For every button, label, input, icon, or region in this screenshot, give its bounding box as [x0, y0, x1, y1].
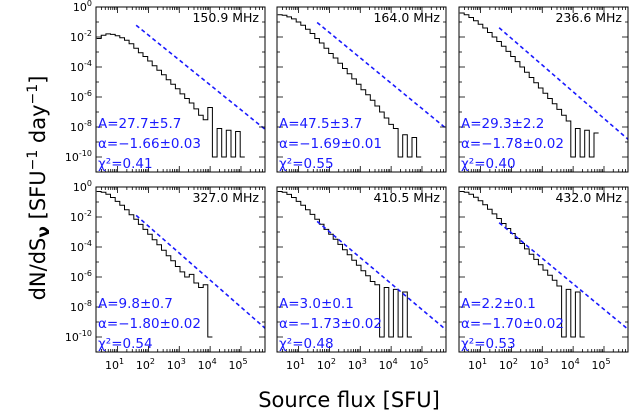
panel-frame-5	[458, 186, 629, 353]
fit-alpha: α=−1.66±0.03	[98, 136, 201, 152]
y-tick-label: 10-6	[70, 89, 92, 104]
histogram-3	[96, 191, 213, 338]
fit-alpha: α=−1.69±0.01	[279, 136, 382, 152]
x-tick-label: 102	[317, 357, 336, 372]
histogram-4	[277, 191, 412, 338]
fit-chi2: χ²=0.41	[98, 156, 153, 172]
x-tick-label: 104	[198, 357, 217, 372]
fit-amplitude: A=47.5±3.7	[279, 116, 362, 132]
y-tick-label: 10-2	[70, 209, 92, 224]
fit-amplitude: A=29.3±2.2	[461, 116, 544, 132]
x-tick-label: 104	[561, 357, 580, 372]
panel-frame-2	[458, 6, 629, 173]
fit-chi2: χ²=0.53	[461, 336, 516, 352]
panels: 100 10-2 10-4 10-6 10-8 10-10 150.9 MHz A=27.7±…	[65, 0, 629, 372]
x-tick-label: 103	[348, 357, 367, 372]
y-tick-label: 10-8	[70, 119, 92, 134]
x-tick-label: 105	[228, 357, 247, 372]
x-tick-label: 105	[591, 357, 610, 372]
fit-amplitude: A=3.0±0.1	[279, 296, 354, 312]
x-tick-label: 103	[530, 357, 549, 372]
x-tick-label: 105	[409, 357, 428, 372]
panel-0: 100 10-2 10-4 10-6 10-8 10-10 150.9 MHz A=27.7±…	[65, 0, 266, 173]
x-tick-label: 101	[468, 357, 487, 372]
y-axis-title: dN/dSν [SFU−1 day−1]	[25, 76, 54, 301]
fit-chi2: χ²=0.40	[461, 156, 516, 172]
x-tick-label: 103	[167, 357, 186, 372]
y-tick-label: 10-6	[70, 269, 92, 284]
histogram-1	[277, 14, 422, 158]
panel-4: 101 102 103 104 105 410.5 MHz A=3.0±0.1 α=−1.73…	[276, 186, 447, 372]
y-tick-label: 10-4	[70, 59, 92, 74]
x-tick-label: 102	[136, 357, 155, 372]
x-axis-title: Source flux [SFU]	[258, 388, 440, 412]
frequency-label: 327.0 MHz	[192, 190, 259, 205]
x-tick-label: 102	[499, 357, 518, 372]
fit-alpha: α=−1.80±0.02	[98, 316, 201, 332]
fit-chi2: χ²=0.48	[279, 336, 334, 352]
fit-chi2: χ²=0.55	[279, 156, 334, 172]
fit-amplitude: A=27.7±5.7	[98, 116, 181, 132]
panel-frame-4	[276, 186, 447, 353]
y-tick-label: 100	[73, 0, 92, 14]
panel-3: 100 10-2 10-4 10-6 10-8 10-10 101 102 103 104 105 3…	[65, 179, 266, 372]
frequency-label: 432.0 MHz	[555, 190, 622, 205]
fit-line-0	[135, 24, 265, 130]
fit-chi2: χ²=0.54	[98, 336, 153, 352]
fit-alpha: α=−1.73±0.02	[279, 316, 382, 332]
histogram-0	[96, 33, 245, 158]
panel-5: 101 102 103 104 105 432.0 MHz A=2.2±0.1 α=−1.70…	[458, 186, 629, 372]
x-tick-label: 104	[379, 357, 398, 372]
y-tick-label: 10-10	[65, 149, 92, 164]
x-tick-label: 101	[286, 357, 305, 372]
y-tick-label: 10-10	[65, 329, 92, 344]
frequency-label: 164.0 MHz	[373, 10, 440, 25]
y-tick-label: 10-2	[70, 29, 92, 44]
fit-alpha: α=−1.70±0.02	[461, 316, 564, 332]
fit-line-4	[316, 220, 446, 331]
histogram-5	[459, 191, 585, 338]
fit-amplitude: A=9.8±0.7	[98, 296, 173, 312]
panel-frame-3	[95, 186, 266, 353]
panel-1: 164.0 MHz A=47.5±3.7 α=−1.69±0.01 χ²=0.55	[276, 6, 447, 173]
fit-line-2	[498, 27, 628, 140]
fit-amplitude: A=2.2±0.1	[461, 296, 536, 312]
y-tick-label: 10-4	[70, 239, 92, 254]
fit-line-3	[135, 214, 265, 329]
histogram-2	[459, 12, 599, 158]
frequency-label: 410.5 MHz	[373, 190, 440, 205]
y-tick-label: 100	[73, 179, 92, 194]
fit-alpha: α=−1.78±0.02	[461, 136, 564, 152]
x-tick-label: 101	[105, 357, 124, 372]
frequency-label: 236.6 MHz	[555, 10, 622, 25]
panel-2: 236.6 MHz A=29.3±2.2 α=−1.78±0.02 χ²=0.40	[458, 6, 629, 173]
panel-frame-1	[276, 6, 447, 173]
y-tick-label: 10-8	[70, 299, 92, 314]
panel-frame-0	[95, 6, 266, 173]
frequency-label: 150.9 MHz	[192, 10, 259, 25]
